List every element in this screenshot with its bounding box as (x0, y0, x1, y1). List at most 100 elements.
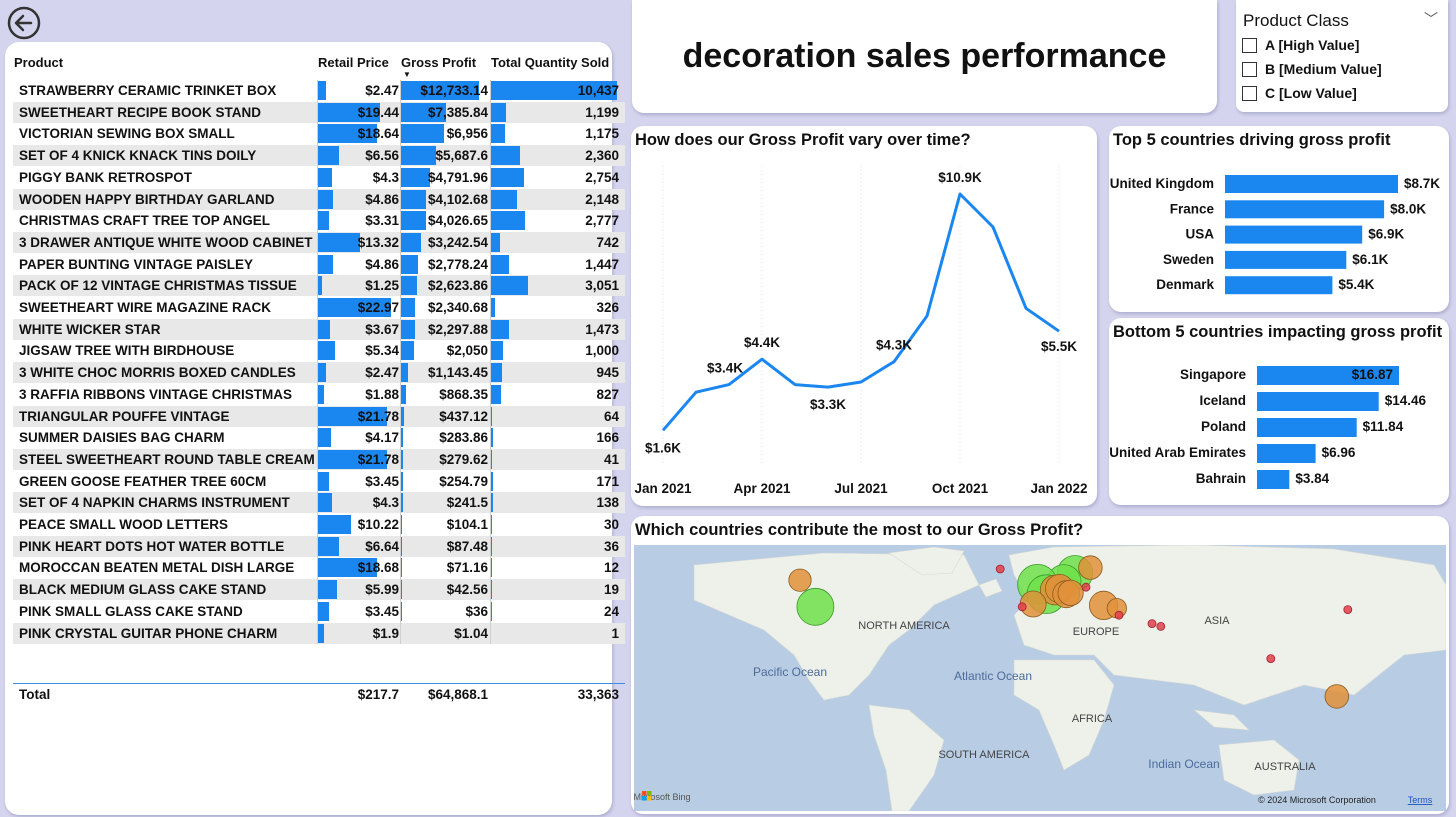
header-retail-price[interactable]: Retail Price (318, 55, 389, 70)
retail-price-bar (318, 493, 332, 512)
retail-price-bar (318, 255, 333, 274)
quantity-bar (491, 211, 525, 230)
product-name: WOODEN HAPPY BIRTHDAY GARLAND (19, 192, 275, 207)
retail-price-bar (318, 341, 335, 360)
product-name: JIGSAW TREE WITH BIRDHOUSE (19, 343, 234, 358)
map-canvas[interactable]: NORTH AMERICA EUROPE ASIA AFRICA SOUTH AMERI… (634, 545, 1446, 811)
country-bar[interactable] (1257, 392, 1379, 411)
table-row[interactable]: JIGSAW TREE WITH BIRDHOUSE $5.34 $2,050 1,0… (13, 340, 625, 361)
table-row[interactable]: SWEETHEART WIRE MAGAZINE RACK $22.97 $2,34… (13, 297, 625, 318)
table-row[interactable]: PINK SMALL GLASS CAKE STAND $3.45 $36 24 (13, 601, 625, 622)
total-divider (13, 683, 625, 684)
quantity-value: 171 (596, 474, 619, 489)
category-label: France (1170, 201, 1215, 216)
category-label: USA (1185, 227, 1214, 242)
quantity-value: 10,437 (578, 83, 619, 98)
table-row[interactable]: BLACK MEDIUM GLASS CAKE STAND $5.99 $42.56… (13, 579, 625, 600)
country-bar[interactable] (1225, 175, 1398, 193)
table-row[interactable]: PINK HEART DOTS HOT WATER BOTTLE $6.64 $87… (13, 536, 625, 557)
country-bubble[interactable] (789, 569, 811, 591)
gross-profit-bar (401, 146, 436, 165)
table-row[interactable]: PAPER BUNTING VINTAGE PAISLEY $4.86 $2,778… (13, 254, 625, 275)
quantity-value: 19 (604, 582, 619, 597)
table-row[interactable]: GREEN GOOSE FEATHER TREE 60CM $3.45 $254.7… (13, 471, 625, 492)
slicer-option-a[interactable]: A [High Value] (1242, 37, 1359, 55)
country-bubble[interactable] (1115, 611, 1123, 619)
quantity-value: 1,447 (585, 257, 619, 272)
table-row[interactable]: PACK OF 12 VINTAGE CHRISTMAS TISSUE $1.25… (13, 275, 625, 296)
product-name: 3 WHITE CHOC MORRIS BOXED CANDLES (19, 365, 296, 380)
country-bubble[interactable] (1018, 603, 1026, 611)
retail-price-bar (318, 624, 324, 643)
checkbox-c[interactable] (1242, 86, 1257, 101)
value-label: $3.84 (1295, 471, 1329, 486)
table-row[interactable]: PIGGY BANK RETROSPOT $4.3 $4,791.96 2,754 (13, 167, 625, 188)
header-gross-profit[interactable]: Gross Profit (401, 55, 476, 70)
table-row[interactable]: WHITE WICKER STAR $3.67 $2,297.88 1,473 (13, 319, 625, 340)
country-bar[interactable] (1225, 251, 1346, 269)
table-row[interactable]: TRIANGULAR POUFFE VINTAGE $21.78 $437.12 64 (13, 406, 625, 427)
table-row[interactable]: 3 RAFFIA RIBBONS VINTAGE CHRISTMAS $1.88 $… (13, 384, 625, 405)
value-label: $11.84 (1363, 419, 1404, 434)
table-row[interactable]: SWEETHEART RECIPE BOOK STAND $19.44 $7,385… (13, 102, 625, 123)
table-row[interactable]: PINK CRYSTAL GUITAR PHONE CHARM $1.9 $1.04… (13, 623, 625, 644)
country-bar[interactable] (1257, 444, 1316, 463)
map-label-indian: Indian Ocean (1148, 757, 1219, 771)
gross-profit-bar (401, 407, 404, 426)
country-bubble[interactable] (1325, 685, 1349, 709)
country-bar[interactable] (1257, 470, 1289, 489)
slicer-option-b[interactable]: B [Medium Value] (1242, 61, 1382, 79)
world-map[interactable]: NORTH AMERICA EUROPE ASIA AFRICA SOUTH AMERI… (634, 545, 1446, 811)
product-table: Product Retail Price Gross Profit ▼ Tota… (5, 42, 612, 815)
table-row[interactable]: STEEL SWEETHEART ROUND TABLE CREAM $21.78… (13, 449, 625, 470)
table-row[interactable]: PEACE SMALL WOOD LETTERS $10.22 $104.1 30 (13, 514, 625, 535)
table-row[interactable]: SET OF 4 KNICK KNACK TINS DOILY $6.56 $5,6… (13, 145, 625, 166)
bing-logo-icon (642, 791, 647, 796)
country-bubble[interactable] (1344, 606, 1352, 614)
top5-bar-chart[interactable]: United Kingdom $8.7K France $8.0K USA $6.9K Sw… (1109, 126, 1449, 312)
chevron-down-icon[interactable]: ﹀ (1424, 9, 1438, 29)
slicer-option-c[interactable]: C [Low Value] (1242, 85, 1357, 103)
top5-countries-card: Top 5 countries driving gross profit Uni… (1109, 126, 1449, 312)
country-bar[interactable] (1225, 200, 1384, 218)
table-row[interactable]: STRAWBERRY CERAMIC TRINKET BOX $2.47 $12,7… (13, 80, 625, 101)
table-row[interactable]: 3 WHITE CHOC MORRIS BOXED CANDLES $2.47 $1… (13, 362, 625, 383)
country-bubble[interactable] (1148, 620, 1156, 628)
country-bar[interactable] (1225, 226, 1362, 244)
country-bar[interactable] (1225, 276, 1332, 294)
retail-price-value: $21.78 (358, 452, 399, 467)
table-row[interactable]: SUMMER DAISIES BAG CHARM $4.17 $283.86 166 (13, 427, 625, 448)
country-bubble[interactable] (1058, 580, 1083, 605)
line-chart[interactable]: Jan 2021 Apr 2021 Jul 2021 Oct 2021 Jan 2022… (631, 126, 1097, 506)
country-bubble[interactable] (797, 588, 834, 625)
country-bubble[interactable] (996, 565, 1004, 573)
total-row: Total $217.7 $64,868.1 33,363 (13, 687, 625, 705)
table-row[interactable]: CHRISTMAS CRAFT TREE TOP ANGEL $3.31 $4,02… (13, 210, 625, 231)
category-label: Singapore (1180, 367, 1247, 382)
country-bubble[interactable] (1082, 583, 1090, 591)
table-row[interactable]: 3 DRAWER ANTIQUE WHITE WOOD CABINET $13.3… (13, 232, 625, 253)
table-row[interactable]: WOODEN HAPPY BIRTHDAY GARLAND $4.86 $4,102… (13, 189, 625, 210)
product-name: PINK SMALL GLASS CAKE STAND (19, 604, 243, 619)
back-button[interactable] (6, 5, 42, 41)
bottom5-bar-chart[interactable]: Singapore $16.87 Iceland $14.46 Poland $11.84… (1109, 318, 1449, 505)
retail-price-value: $3.45 (365, 604, 399, 619)
header-total-quantity[interactable]: Total Quantity Sold (491, 55, 609, 70)
data-label: $4.4K (744, 335, 780, 350)
category-label: Bahrain (1196, 471, 1246, 486)
checkbox-b[interactable] (1242, 62, 1257, 77)
gross-profit-value: $42.56 (447, 582, 488, 597)
country-bubble[interactable] (1079, 556, 1103, 580)
table-row[interactable]: SET OF 4 NAPKIN CHARMS INSTRUMENT $4.3 $24… (13, 492, 625, 513)
retail-price-value: $6.64 (365, 539, 399, 554)
table-row[interactable]: VICTORIAN SEWING BOX SMALL $18.64 $6,956 1,… (13, 123, 625, 144)
quantity-value: 138 (596, 495, 619, 510)
country-bar[interactable] (1257, 418, 1357, 437)
country-bubble[interactable] (1267, 655, 1275, 663)
map-label-terms[interactable]: Terms (1408, 795, 1433, 805)
checkbox-a[interactable] (1242, 38, 1257, 53)
table-row[interactable]: MOROCCAN BEATEN METAL DISH LARGE $18.68 $7… (13, 557, 625, 578)
country-bubble[interactable] (1157, 622, 1165, 630)
header-product[interactable]: Product (14, 55, 63, 70)
quantity-bar (491, 168, 524, 187)
